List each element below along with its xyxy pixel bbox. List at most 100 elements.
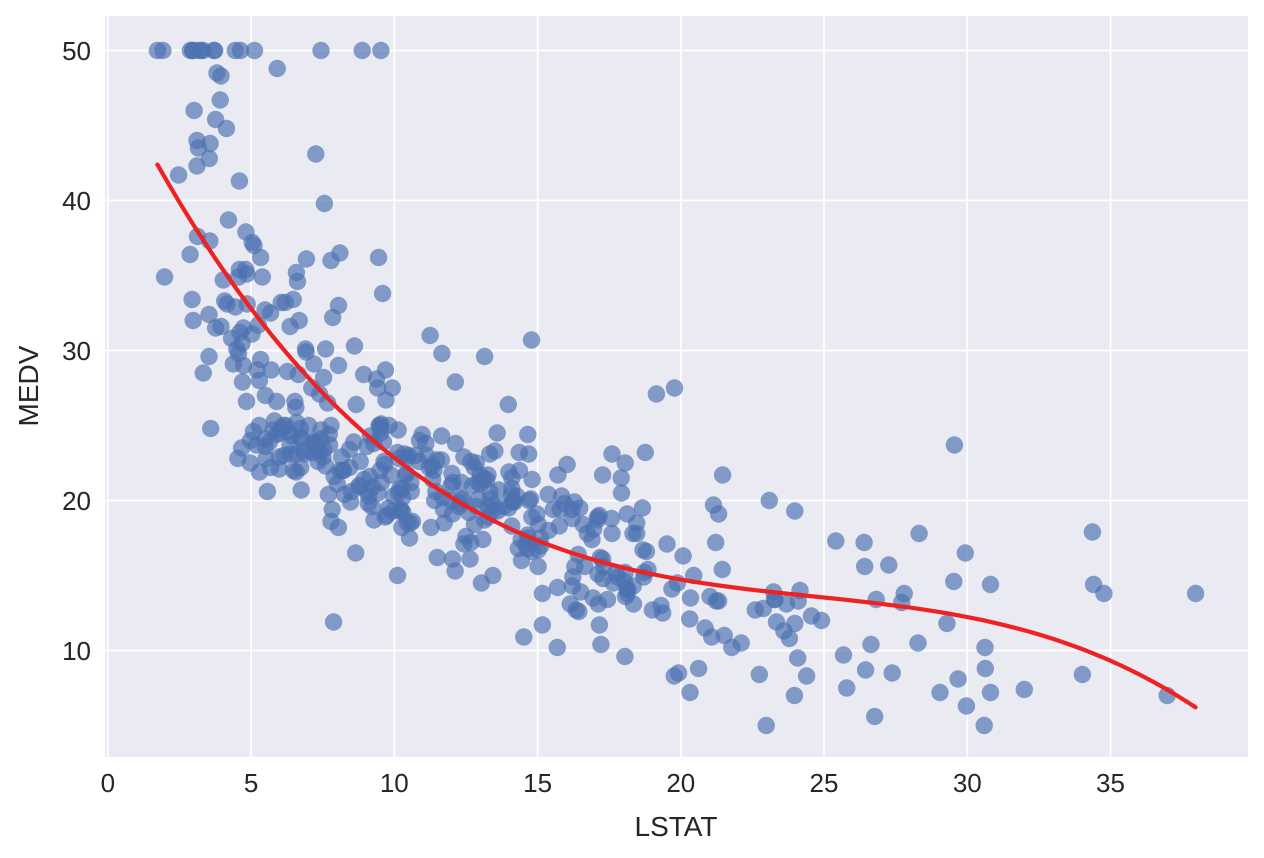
scatter-point [704, 496, 723, 514]
scatter-point [237, 223, 255, 241]
scatter-point [732, 634, 750, 652]
scatter-point [154, 41, 172, 60]
scatter-point [184, 311, 202, 330]
scatter-point [342, 482, 361, 501]
scatter-point [681, 683, 699, 702]
scatter-point [233, 373, 252, 391]
scatter-point [329, 518, 348, 537]
scatter-point [754, 599, 772, 618]
x-tick-label: 0 [101, 768, 115, 798]
scatter-point [503, 479, 521, 498]
scatter-point [324, 308, 342, 327]
scatter-point [533, 584, 552, 603]
scatter-point [976, 659, 994, 678]
scatter-point [218, 295, 236, 313]
scatter-point [401, 514, 420, 532]
scatter-point [949, 670, 967, 688]
scatter-point [355, 365, 373, 384]
scatter-point [270, 448, 288, 466]
scatter-point [322, 416, 340, 435]
scatter-point [548, 638, 566, 657]
y-tick-label: 20 [62, 486, 91, 516]
scatter-point [287, 398, 305, 417]
scatter-point [428, 548, 446, 567]
scatter-point [462, 452, 480, 471]
scatter-point [696, 619, 714, 637]
scatter-point [267, 392, 286, 411]
y-tick-label: 40 [62, 186, 91, 216]
scatter-point [590, 616, 609, 634]
scatter-point [461, 550, 479, 568]
scatter-point [750, 665, 768, 684]
scatter-point [329, 356, 348, 375]
scatter-point [250, 371, 269, 390]
scatter-point [231, 323, 249, 342]
scatter-point [780, 629, 799, 648]
scatter-point [866, 707, 884, 726]
y-axis-label: MEDV [13, 345, 44, 426]
scatter-point [212, 67, 230, 85]
scatter-point [785, 686, 804, 705]
scatter-point [185, 101, 203, 120]
scatter-point [515, 628, 533, 646]
scatter-point [410, 431, 429, 450]
scatter-point [910, 524, 928, 543]
scatter-point [433, 344, 451, 363]
scatter-point [584, 589, 602, 607]
scatter-point [211, 91, 229, 109]
tick-layer: 0 5 10 15 20 25 30 35 10 20 30 40 50 [62, 36, 1125, 798]
scatter-point [353, 41, 371, 60]
scatter-point [435, 514, 453, 532]
scatter-point [713, 560, 731, 579]
scatter-point [189, 139, 208, 157]
scatter-point [332, 448, 351, 466]
scatter-point [616, 454, 634, 472]
scatter-point [314, 368, 333, 387]
scatter-point [593, 466, 612, 484]
scatter-point [345, 433, 363, 451]
scatter-point [616, 587, 635, 606]
scatter-point [564, 568, 582, 586]
scatter-point [307, 145, 325, 163]
scatter-point [373, 284, 392, 303]
scatter-point [757, 716, 775, 735]
scatter-point [909, 634, 927, 652]
y-tick-label: 30 [62, 336, 91, 366]
scatter-point [624, 524, 642, 543]
scatter-point [797, 667, 816, 685]
scatter-point [523, 470, 541, 489]
scatter-point [558, 455, 576, 474]
scatter-point [838, 679, 856, 697]
scatter-point [812, 611, 831, 630]
plot-layer [105, 16, 1248, 757]
scatter-point [376, 361, 395, 379]
scatter-point [707, 533, 725, 552]
scatter-point [296, 340, 315, 358]
scatter-point [945, 572, 963, 591]
scatter-point [715, 626, 733, 645]
scatter-point [827, 532, 845, 550]
scatter-point [184, 41, 202, 60]
scatter-point [462, 533, 480, 552]
scatter-point [499, 395, 517, 414]
scatter-point [510, 443, 528, 462]
scatter-point [956, 544, 974, 562]
scatter-point [529, 557, 547, 576]
scatter-point [278, 362, 297, 381]
scatter-point [674, 547, 692, 565]
scatter-point [206, 41, 224, 60]
x-tick-label: 25 [810, 768, 839, 798]
scatter-point [469, 473, 487, 492]
scatter-point [228, 340, 246, 358]
scatter-point [281, 317, 299, 336]
scatter-point [347, 544, 365, 562]
scatter-point [324, 613, 343, 631]
scatter-point [647, 385, 666, 403]
scatter-point [856, 661, 875, 679]
scatter-point [603, 524, 621, 543]
scatter-point [519, 425, 537, 444]
scatter-point [206, 110, 225, 129]
scatter-point [231, 41, 250, 60]
scatter-point [598, 590, 617, 609]
scatter-point [981, 683, 1000, 702]
